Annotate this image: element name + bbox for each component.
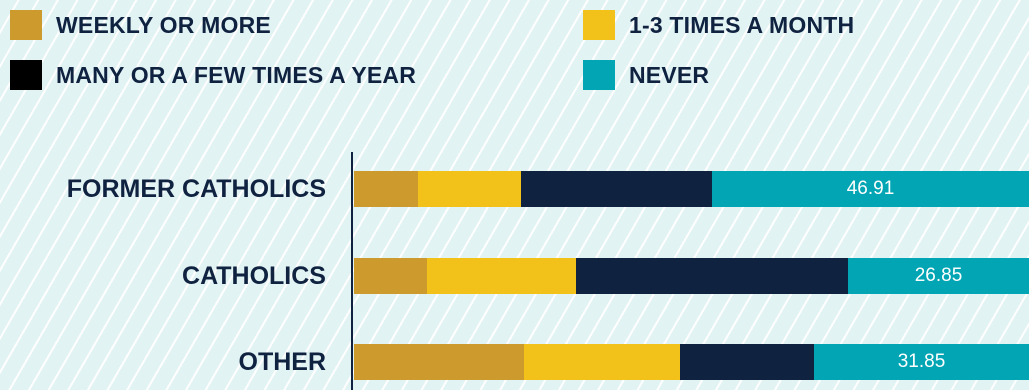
bar-segment-monthly (418, 171, 521, 207)
bar-segment-never (814, 344, 1029, 380)
data-label-never: 26.85 (914, 265, 963, 286)
y-axis-line (351, 152, 353, 390)
bar-segment-weekly (354, 258, 427, 294)
bar-row-catholics: 26.85 (354, 258, 1029, 294)
category-label-former-catholics: FORMER CATHOLICS (66, 175, 326, 203)
legend-swatch-never (583, 60, 615, 90)
bar-segment-yearly (576, 258, 848, 294)
legend-item-monthly: 1-3 TIMES A MONTH (583, 10, 854, 40)
legend-label-weekly: WEEKLY OR MORE (56, 11, 271, 38)
legend-item-never: NEVER (583, 60, 709, 90)
category-label-catholics: CATHOLICS (182, 262, 326, 290)
bar-segment-weekly (354, 344, 524, 380)
bar-row-other: 31.85 (354, 344, 1029, 380)
bar-segment-monthly (524, 344, 680, 380)
bar-segment-yearly (680, 344, 814, 380)
legend-label-yearly: MANY OR A FEW TIMES A YEAR (56, 61, 417, 88)
bar-segment-never (712, 171, 1029, 207)
bar-row-former-catholics: 46.91 (354, 171, 1029, 207)
data-label-never: 31.85 (897, 351, 946, 372)
data-label-never: 46.91 (846, 178, 895, 199)
legend-swatch-monthly (583, 10, 615, 40)
category-label-other: OTHER (238, 348, 327, 376)
legend-item-yearly: MANY OR A FEW TIMES A YEAR (10, 60, 416, 90)
bar-segment-never (848, 258, 1029, 294)
bar-segment-yearly (521, 171, 712, 207)
legend-swatch-weekly (10, 10, 42, 40)
legend-swatch-yearly (10, 60, 42, 90)
legend-label-monthly: 1-3 TIMES A MONTH (629, 11, 855, 38)
legend-label-never: NEVER (629, 61, 710, 88)
bar-segment-weekly (354, 171, 418, 207)
bar-segment-monthly (427, 258, 576, 294)
legend-item-weekly: WEEKLY OR MORE (10, 10, 271, 40)
